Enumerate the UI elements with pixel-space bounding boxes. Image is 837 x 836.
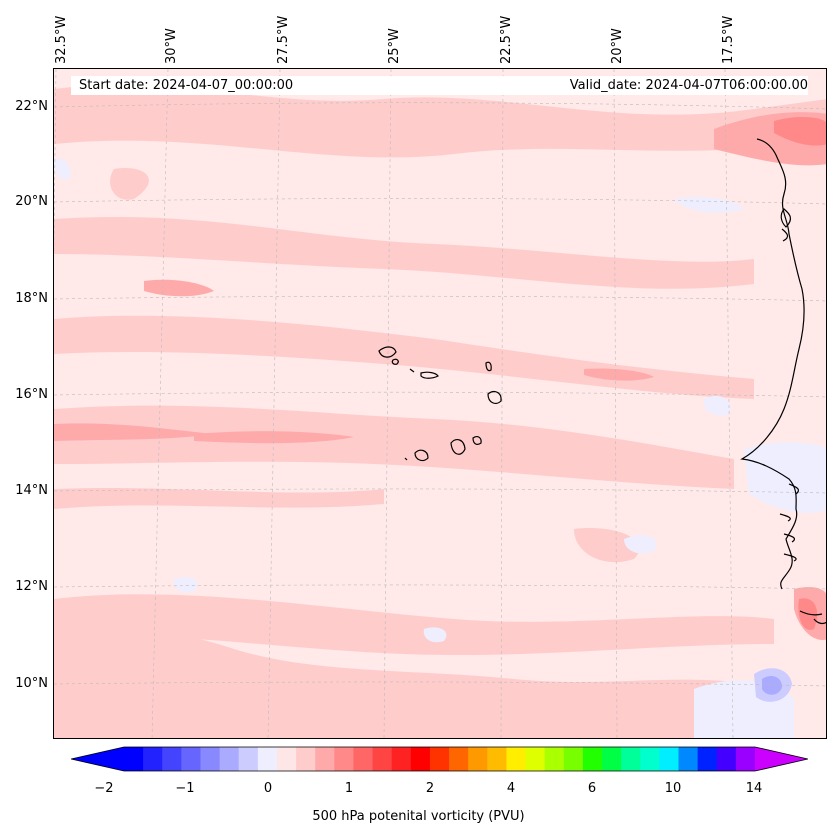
colorbar-cell xyxy=(429,747,450,771)
lon-label-17-5w: 17.5°W xyxy=(721,15,736,64)
colorbar-cell xyxy=(181,747,201,771)
colorbar-cell xyxy=(449,747,469,771)
cbar-tick-10: 10 xyxy=(664,781,682,796)
colorbar xyxy=(71,746,808,772)
colorbar-cell xyxy=(563,747,584,771)
colorbar-cell xyxy=(602,747,622,771)
colorbar-cell xyxy=(659,747,680,771)
colorbar-cell xyxy=(219,747,240,771)
colorbar-cell xyxy=(487,747,507,771)
lat-label-12n: 12°N xyxy=(15,579,48,594)
colorbar-cell xyxy=(506,747,527,771)
colorbar-cell xyxy=(257,747,278,771)
colorbar-cell xyxy=(735,747,756,771)
lon-label-27-5w: 27.5°W xyxy=(276,15,291,64)
cbar-tick-minus-2: −2 xyxy=(94,781,114,796)
colorbar-cell xyxy=(697,747,718,771)
colorbar-cell xyxy=(544,747,565,771)
lat-label-14n: 14°N xyxy=(15,483,48,498)
cbar-tick-6: 6 xyxy=(587,781,597,796)
colorbar-cell xyxy=(353,747,374,771)
colorbar-title: 500 hPa potenital vorticity (PVU) xyxy=(312,809,525,824)
colorbar-cell xyxy=(621,747,641,771)
colorbar-cell xyxy=(716,747,737,771)
colorbar-cell xyxy=(334,747,354,771)
lat-label-16n: 16°N xyxy=(15,387,48,402)
colorbar-under-arrow xyxy=(71,747,124,771)
colorbar-cell xyxy=(391,747,412,771)
lat-label-22n: 22°N xyxy=(15,99,48,114)
colorbar-cell xyxy=(372,747,393,771)
colorbar-cell xyxy=(640,747,660,771)
colorbar-cell xyxy=(162,747,182,771)
colorbar-cell xyxy=(124,747,144,771)
cbar-tick-4: 4 xyxy=(506,781,516,796)
vorticity-field xyxy=(54,69,826,738)
colorbar-cell xyxy=(678,747,699,771)
cbar-tick-2: 2 xyxy=(425,781,435,796)
colorbar-cell xyxy=(315,747,335,771)
colorbar-cell xyxy=(296,747,316,771)
cbar-tick-minus-1: −1 xyxy=(175,781,195,796)
vorticity-map xyxy=(53,68,827,739)
colorbar-cell xyxy=(143,747,163,771)
colorbar-cell xyxy=(238,747,259,771)
valid-date-label: Valid_date: 2024-04-07T06:00:00.00 xyxy=(569,78,808,93)
colorbar-cell xyxy=(200,747,221,771)
lat-label-10n: 10°N xyxy=(15,676,48,691)
lat-label-20n: 20°N xyxy=(15,194,48,209)
start-date-label: Start date: 2024-04-07_00:00:00 xyxy=(79,78,294,93)
cbar-tick-1: 1 xyxy=(344,781,354,796)
lon-label-22-5w: 22.5°W xyxy=(499,15,514,64)
colorbar-over-arrow xyxy=(755,747,808,771)
colorbar-cell xyxy=(410,747,431,771)
lon-label-32-5w: 32.5°W xyxy=(54,15,69,64)
date-banner xyxy=(71,76,808,95)
lon-label-30w: 30°W xyxy=(164,28,179,64)
cbar-tick-14: 14 xyxy=(745,781,763,796)
lon-label-20w: 20°W xyxy=(610,28,625,64)
cbar-tick-0: 0 xyxy=(263,781,273,796)
lon-label-25w: 25°W xyxy=(387,28,402,64)
colorbar-cell xyxy=(468,747,488,771)
lat-label-18n: 18°N xyxy=(15,291,48,306)
colorbar-cell xyxy=(276,747,297,771)
colorbar-cell xyxy=(582,747,603,771)
colorbar-cell xyxy=(525,747,546,771)
